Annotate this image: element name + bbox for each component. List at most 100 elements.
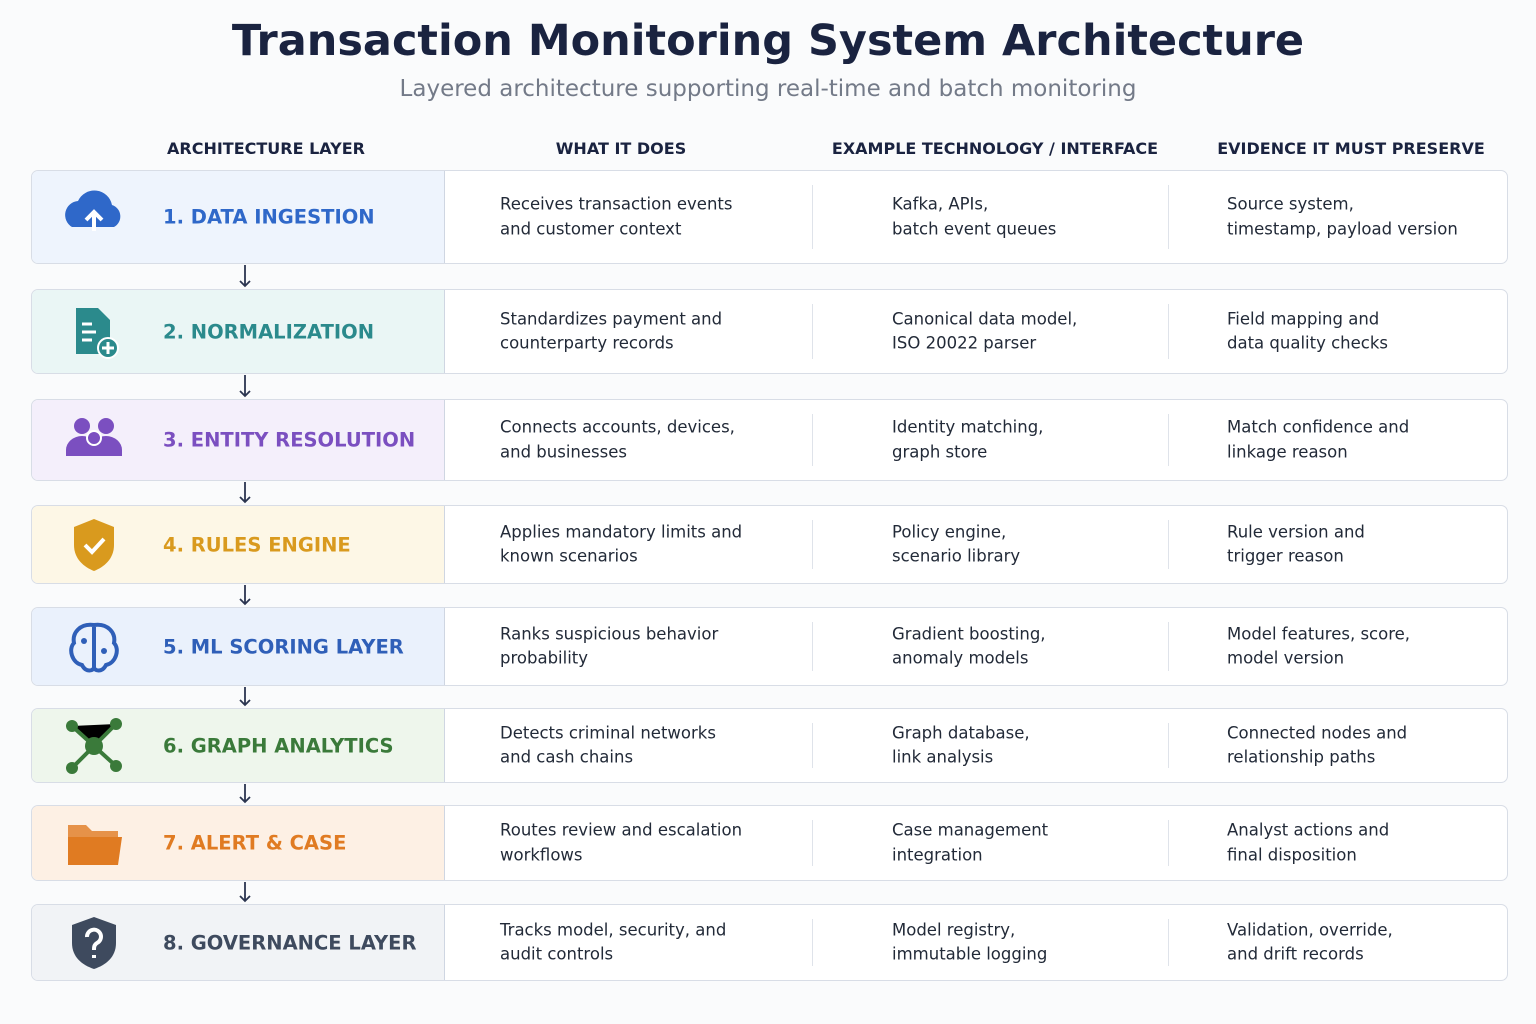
flow-arrow — [239, 784, 251, 804]
cell-line: Analyst actions and — [1227, 820, 1390, 840]
layer-icon — [74, 518, 114, 571]
column-header: WHAT IT DOES — [555, 139, 687, 158]
cell-evidence: Connected nodes and relationship paths — [1227, 721, 1407, 770]
divider — [812, 723, 813, 768]
cell-line: Canonical data model, — [892, 309, 1078, 328]
flow-arrow — [239, 687, 251, 707]
cell-line: Applies mandatory limits and — [500, 522, 743, 541]
cell-line: Detects criminal networks — [500, 723, 716, 742]
cell-line: Model features, score, — [1227, 624, 1411, 643]
cell-line: counterparty records — [500, 333, 674, 353]
layer-name: 6. GRAPH ANALYTICS — [163, 734, 394, 757]
layer-name: 4. RULES ENGINE — [163, 533, 351, 556]
cell-tech: Case management integration — [892, 819, 1048, 868]
divider — [1168, 520, 1169, 569]
cell-evidence: Match confidence and linkage reason — [1227, 416, 1409, 465]
cell-line: immutable logging — [892, 944, 1048, 964]
layer-row: 3. ENTITY RESOLUTION Connects accounts, d… — [31, 399, 1508, 481]
layer-icon — [66, 717, 122, 774]
layer-row: 7. ALERT & CASE Routes review and escalat… — [31, 805, 1508, 881]
cell-line: Identity matching, — [892, 417, 1044, 437]
cell-line: Source system, — [1227, 194, 1354, 214]
layer-name: 2. NORMALIZATION — [163, 320, 375, 343]
layer-name: 7. ALERT & CASE — [163, 831, 347, 855]
cell-evidence: Source system, timestamp, payload version — [1227, 193, 1458, 242]
divider — [1168, 304, 1169, 359]
cell-line: Policy engine, — [892, 522, 1007, 541]
layer-row: 2. NORMALIZATION Standardizes payment and… — [31, 289, 1508, 374]
layer-row: 1. DATA INGESTION Receives transaction ev… — [31, 170, 1508, 264]
cell-evidence: Model features, score, model version — [1227, 622, 1410, 671]
layer-panel: 1. DATA INGESTION — [32, 171, 445, 263]
layer-name: 5. ML SCORING LAYER — [163, 635, 404, 658]
title: Transaction Monitoring System Architectu… — [231, 16, 1305, 66]
cell-line: model version — [1227, 648, 1345, 668]
cell-line: Receives transaction events — [500, 194, 733, 214]
cell-line: Standardizes payment and — [500, 309, 723, 328]
cell-does: Connects accounts, devices, and businesse… — [500, 416, 735, 465]
layer-panel: 2. NORMALIZATION — [32, 290, 445, 373]
flow-arrow — [239, 375, 251, 398]
layer-panel: 7. ALERT & CASE — [32, 806, 445, 880]
cell-line: anomaly models — [892, 648, 1029, 668]
layer-row: 8. GOVERNANCE LAYER Tracks model, securit… — [31, 904, 1508, 981]
cell-line: relationship paths — [1227, 747, 1376, 767]
layer-name: 8. GOVERNANCE LAYER — [163, 931, 417, 954]
cell-line: integration — [892, 845, 983, 864]
divider — [812, 820, 813, 866]
cell-line: Gradient boosting, — [892, 624, 1046, 643]
cell-line: Match confidence and — [1227, 417, 1410, 437]
cell-line: data quality checks — [1227, 333, 1389, 353]
cell-line: workflows — [500, 845, 583, 864]
divider — [1168, 185, 1169, 249]
cell-line: trigger reason — [1227, 546, 1344, 566]
cell-does: Tracks model, security, and audit control… — [500, 918, 726, 967]
cell-line: batch event queues — [892, 219, 1057, 238]
cell-line: Validation, override, — [1227, 920, 1393, 939]
cell-line: and cash chains — [500, 747, 634, 767]
cell-line: audit controls — [500, 944, 614, 964]
cell-line: Routes review and escalation — [500, 820, 743, 840]
divider — [1168, 414, 1169, 466]
cell-tech: Identity matching, graph store — [892, 416, 1043, 465]
layer-name: 3. ENTITY RESOLUTION — [163, 428, 416, 452]
layer-panel: 5. ML SCORING LAYER — [32, 608, 445, 685]
cell-line: final disposition — [1227, 845, 1357, 864]
divider — [812, 622, 813, 671]
cell-does: Standardizes payment and counterparty rec… — [500, 307, 722, 356]
cell-line: Case management — [892, 820, 1049, 840]
layer-icon — [72, 916, 116, 969]
cell-does: Receives transaction events and customer … — [500, 193, 732, 242]
divider — [1168, 622, 1169, 671]
cell-evidence: Rule version and trigger reason — [1227, 520, 1365, 569]
layer-icon — [65, 190, 121, 231]
cell-tech: Graph database, link analysis — [892, 721, 1030, 770]
cell-line: link analysis — [892, 747, 994, 767]
cell-line: and businesses — [500, 442, 627, 461]
cell-line: Connects accounts, devices, — [500, 417, 735, 437]
layer-row: 6. GRAPH ANALYTICS Detects criminal netwo… — [31, 708, 1508, 783]
cell-line: known scenarios — [500, 546, 638, 566]
cell-line: linkage reason — [1227, 442, 1348, 461]
layer-panel: 8. GOVERNANCE LAYER — [32, 905, 445, 980]
subtitle: Layered architecture supporting real-tim… — [399, 76, 1137, 102]
cell-does: Detects criminal networks and cash chains — [500, 721, 716, 770]
flow-arrow — [239, 482, 251, 504]
layer-panel: 4. RULES ENGINE — [32, 506, 445, 583]
divider — [812, 185, 813, 249]
cell-line: graph store — [892, 442, 988, 461]
column-header: EVIDENCE IT MUST PRESERVE — [1217, 139, 1485, 158]
cell-line: Tracks model, security, and — [500, 920, 727, 939]
layer-icon — [66, 418, 122, 456]
cell-evidence: Field mapping and data quality checks — [1227, 307, 1388, 356]
layer-row: 5. ML SCORING LAYER Ranks suspicious beha… — [31, 607, 1508, 686]
layer-panel: 6. GRAPH ANALYTICS — [32, 709, 445, 782]
column-header: ARCHITECTURE LAYER — [167, 139, 365, 158]
cell-line: Connected nodes and — [1227, 723, 1408, 742]
cell-line: ISO 20022 parser — [892, 333, 1037, 353]
layer-name: 1. DATA INGESTION — [163, 205, 375, 229]
divider — [812, 304, 813, 359]
cell-does: Routes review and escalation workflows — [500, 819, 742, 868]
layer-icon — [68, 825, 122, 865]
